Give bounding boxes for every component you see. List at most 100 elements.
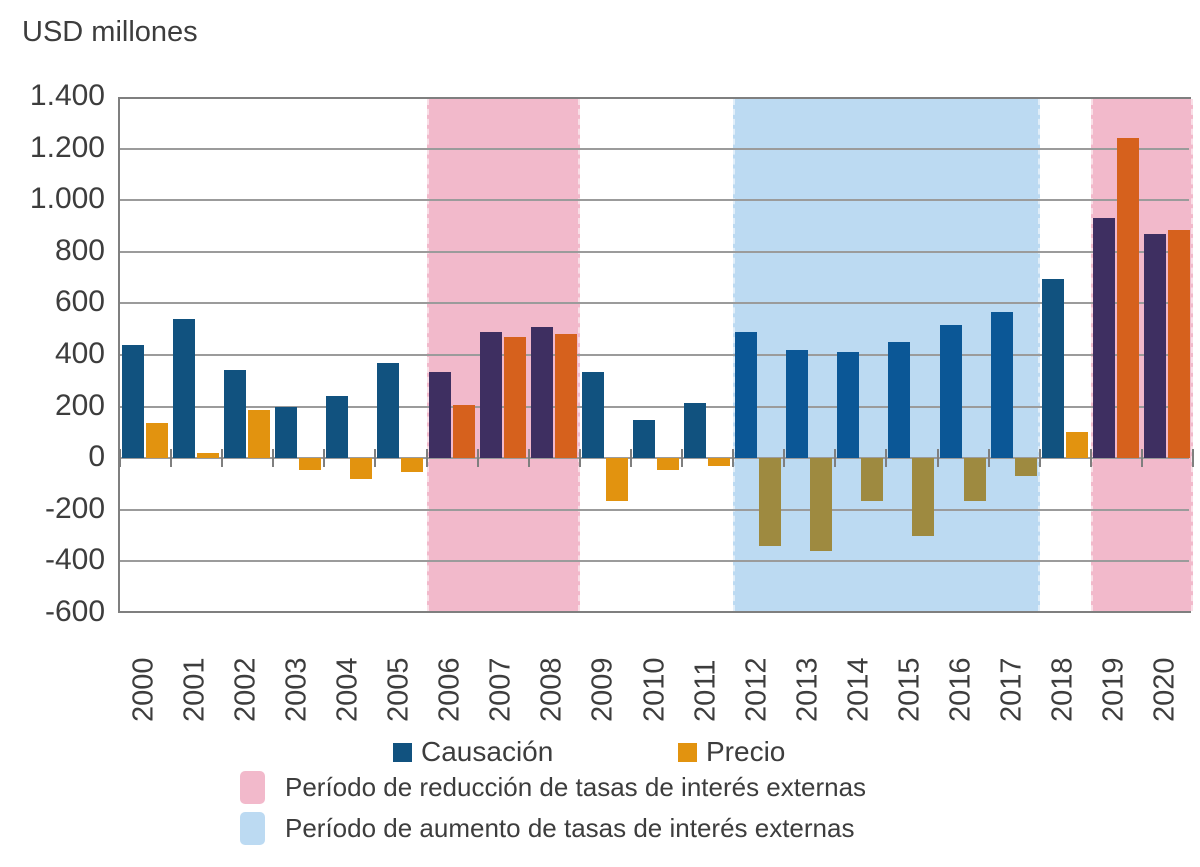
bar-causacion-2010: [632, 419, 655, 459]
x-axis-label-2004: 2004: [331, 657, 364, 722]
bar-precio-2019: [1116, 138, 1139, 459]
bar-causacion-2007: [479, 331, 502, 459]
precio-label: Precio: [706, 736, 786, 767]
x-tick-mark: [885, 449, 888, 468]
legend-item-precio: Precio: [678, 736, 785, 768]
bar-precio-2011: [708, 458, 731, 466]
causacion-swatch: [393, 742, 412, 762]
y-axis-label-400: 400: [54, 337, 105, 370]
bar-precio-2013: [810, 458, 833, 552]
x-tick-mark: [476, 449, 479, 468]
x-tick-mark: [629, 449, 632, 468]
bar-causacion-2019: [1092, 218, 1115, 459]
x-tick-mark: [834, 449, 837, 468]
y-axis-label-200: 200: [54, 388, 105, 422]
y-axis-label-1400: 1.400: [29, 79, 105, 112]
x-tick-mark: [1192, 449, 1194, 468]
legend-item-reduccion: Período de reducción de tasas de interés…: [240, 771, 866, 804]
aumento-band-swatch: [240, 812, 265, 845]
x-axis-label-2000: 2000: [127, 657, 160, 722]
gridline-800: [120, 250, 1189, 253]
bar-causacion-2015: [888, 342, 911, 459]
x-axis-label-2011: 2011: [689, 659, 722, 722]
bar-causacion-2014: [837, 352, 860, 459]
aumento-band-label: Período de aumento de tasas de interés e…: [285, 813, 855, 843]
bar-causacion-2013: [786, 349, 809, 459]
bar-precio-2014: [861, 458, 884, 501]
y-axis-label-800: 800: [54, 233, 105, 267]
legend-item-aumento: Período de aumento de tasas de interés e…: [240, 812, 854, 845]
bar-causacion-2017: [990, 312, 1013, 459]
bar-causacion-2003: [275, 406, 298, 459]
bar-causacion-2004: [326, 396, 349, 459]
y-axis-label-1200: 1.200: [29, 130, 105, 164]
y-axis-label--200: -200: [44, 491, 105, 525]
x-axis-label-2003: 2003: [280, 657, 313, 722]
bar-causacion-2011: [684, 402, 707, 459]
bar-precio-2002: [248, 410, 271, 459]
gridline-400: [120, 354, 1189, 356]
x-tick-mark: [221, 449, 224, 468]
bar-causacion-2000: [122, 344, 144, 459]
bar-causacion-2001: [173, 318, 196, 459]
x-axis-label-2020: 2020: [1148, 657, 1181, 722]
bar-causacion-2020: [1143, 233, 1166, 459]
bar-precio-2004: [350, 458, 373, 479]
x-tick-mark: [119, 449, 121, 468]
chart-title: USD millones: [22, 16, 198, 48]
x-axis-label-2002: 2002: [229, 657, 262, 722]
x-tick-mark: [936, 449, 939, 468]
x-axis-label-2008: 2008: [535, 657, 568, 722]
legend-item-causacion: Causación: [393, 736, 553, 768]
x-tick-mark: [1089, 449, 1092, 468]
x-tick-mark: [272, 449, 275, 468]
bar-precio-2005: [401, 458, 424, 473]
x-tick-mark: [323, 449, 326, 468]
x-axis-label-2005: 2005: [382, 657, 415, 722]
x-tick-mark: [170, 449, 173, 468]
bar-precio-2008: [554, 334, 577, 459]
bar-precio-2012: [759, 458, 782, 546]
x-axis-label-2019: 2019: [1097, 657, 1130, 722]
y-axis-label--600: -600: [44, 595, 105, 628]
x-axis-label-2015: 2015: [893, 657, 926, 722]
x-tick-mark: [425, 449, 428, 468]
bar-precio-2017: [1014, 458, 1037, 477]
bar-precio-2001: [197, 453, 220, 459]
x-axis-label-2012: 2012: [740, 657, 773, 722]
bar-precio-2006: [452, 405, 475, 459]
bar-precio-2000: [146, 423, 168, 459]
x-tick-mark: [987, 449, 990, 468]
gridline-200: [120, 405, 1189, 408]
x-axis-label-2009: 2009: [586, 657, 619, 722]
bar-precio-2003: [299, 458, 322, 470]
y-axis-label-1000: 1.000: [29, 182, 105, 216]
bar-causacion-2018: [1041, 278, 1064, 459]
gridline-0: [120, 457, 1189, 460]
reduccion-band-label: Período de reducción de tasas de interés…: [285, 772, 867, 802]
gridline-1200: [120, 147, 1189, 150]
causacion-label: Causación: [421, 736, 554, 767]
x-axis-label-2016: 2016: [944, 657, 977, 722]
bar-precio-2009: [605, 458, 628, 501]
x-tick-mark: [1140, 449, 1143, 468]
bar-precio-2020: [1167, 229, 1190, 459]
x-tick-mark: [681, 449, 684, 468]
y-axis-label--400: -400: [44, 543, 105, 577]
bar-precio-2018: [1065, 432, 1088, 459]
x-axis-label-2017: 2017: [995, 657, 1028, 722]
bar-causacion-2008: [530, 326, 553, 459]
x-tick-mark: [527, 449, 530, 468]
reduccion-band-swatch: [240, 771, 265, 804]
y-axis-label-600: 600: [54, 285, 105, 319]
bar-causacion-2016: [939, 325, 962, 459]
plot-area: [118, 97, 1194, 613]
bar-precio-2015: [912, 458, 935, 536]
x-axis-label-2001: 2001: [178, 657, 211, 722]
x-tick-mark: [1038, 449, 1041, 468]
x-axis-label-2013: 2013: [791, 657, 824, 722]
gridline-1000: [120, 199, 1189, 202]
x-tick-mark: [578, 449, 581, 468]
bar-causacion-2006: [428, 371, 451, 459]
x-axis-label-2014: 2014: [842, 657, 875, 722]
